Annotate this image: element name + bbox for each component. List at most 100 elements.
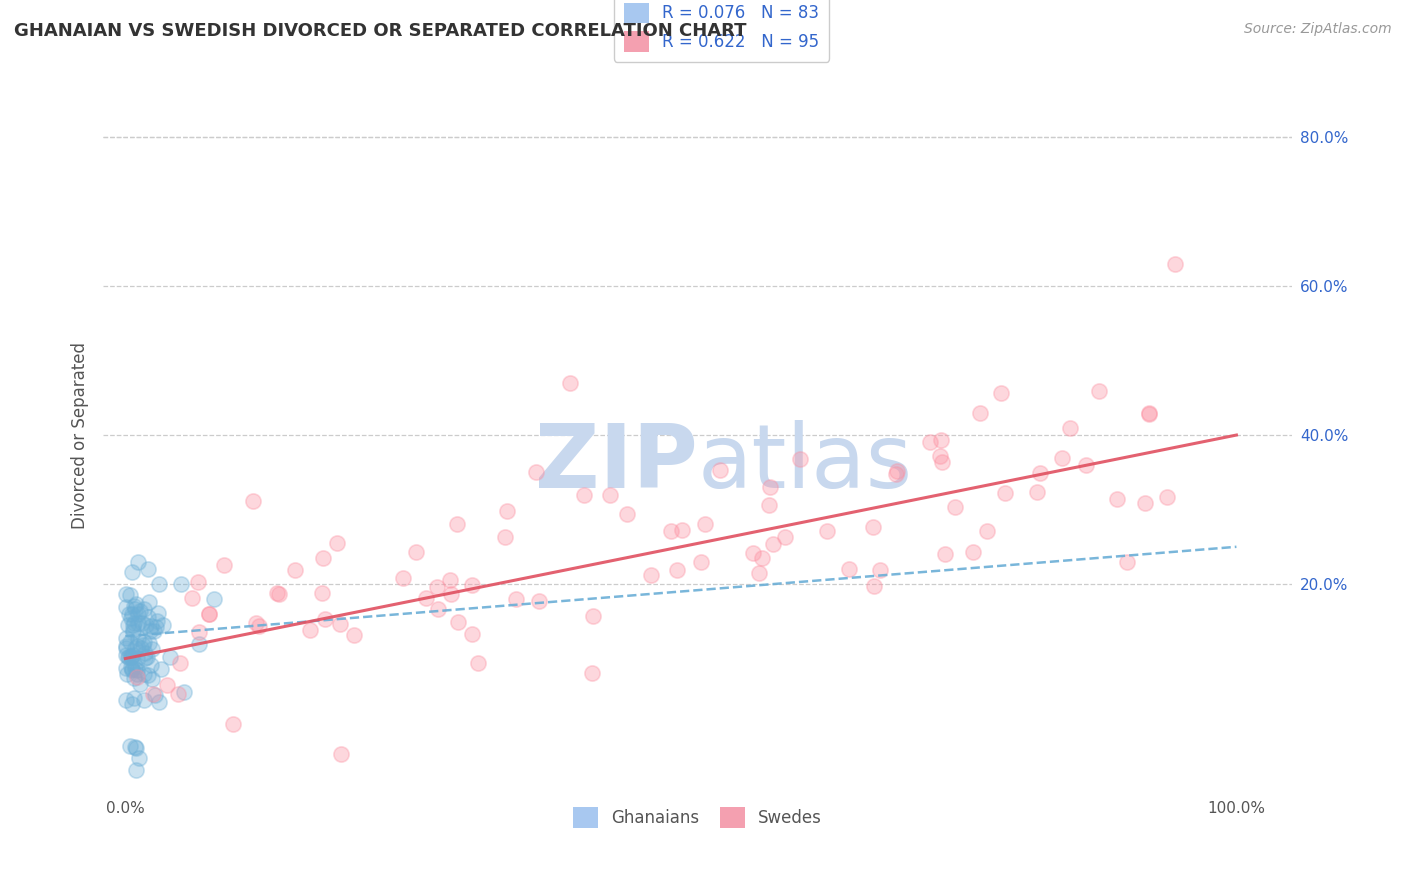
- Point: [789, 452, 811, 467]
- Point: [115, 587, 138, 601]
- Point: [665, 563, 688, 577]
- Point: [1116, 556, 1139, 570]
- Point: [415, 591, 437, 605]
- Point: [170, 577, 193, 591]
- Point: [159, 650, 181, 665]
- Point: [124, 662, 146, 676]
- Point: [267, 587, 290, 601]
- Point: [125, 669, 148, 683]
- Point: [314, 612, 336, 626]
- Point: [242, 493, 264, 508]
- Point: [962, 545, 984, 559]
- Point: [121, 624, 143, 639]
- Point: [169, 656, 191, 670]
- Point: [838, 562, 860, 576]
- Point: [148, 695, 170, 709]
- Point: [121, 566, 143, 580]
- Point: [136, 562, 159, 576]
- Point: [1029, 467, 1052, 481]
- Point: [141, 672, 163, 686]
- Point: [117, 650, 139, 665]
- Point: [121, 624, 143, 638]
- Point: [969, 407, 991, 421]
- Text: atlas: atlas: [697, 420, 912, 508]
- Point: [134, 635, 156, 649]
- Point: [187, 574, 209, 589]
- Point: [863, 579, 886, 593]
- Point: [124, 641, 146, 656]
- Point: [118, 588, 141, 602]
- Point: [886, 467, 908, 482]
- Point: [574, 488, 596, 502]
- Point: [127, 651, 149, 665]
- Point: [558, 376, 581, 390]
- Point: [132, 692, 155, 706]
- Point: [440, 587, 463, 601]
- Point: [125, 597, 148, 611]
- Point: [141, 687, 163, 701]
- Point: [266, 586, 288, 600]
- Point: [138, 595, 160, 609]
- Point: [129, 640, 152, 655]
- Point: [599, 488, 621, 502]
- Point: [325, 536, 347, 550]
- Point: [125, 664, 148, 678]
- Point: [1107, 492, 1129, 507]
- Point: [426, 580, 449, 594]
- Point: [150, 662, 173, 676]
- Point: [1088, 384, 1111, 398]
- Point: [188, 637, 211, 651]
- Point: [1137, 406, 1160, 420]
- Point: [758, 499, 780, 513]
- Point: [212, 558, 235, 573]
- Point: [659, 524, 682, 538]
- Point: [505, 592, 527, 607]
- Text: ZIP: ZIP: [534, 420, 697, 508]
- Point: [343, 628, 366, 642]
- Point: [115, 666, 138, 681]
- Point: [1026, 485, 1049, 500]
- Point: [1133, 496, 1156, 510]
- Point: [122, 648, 145, 662]
- Point: [1074, 458, 1097, 472]
- Point: [173, 685, 195, 699]
- Point: [461, 578, 484, 592]
- Point: [117, 618, 139, 632]
- Point: [114, 661, 136, 675]
- Point: [929, 450, 952, 464]
- Point: [124, 672, 146, 686]
- Point: [122, 616, 145, 631]
- Point: [202, 591, 225, 606]
- Point: [138, 624, 160, 638]
- Point: [128, 750, 150, 764]
- Point: [775, 529, 797, 543]
- Point: [143, 689, 166, 703]
- Point: [180, 591, 202, 605]
- Point: [1137, 407, 1160, 421]
- Text: GHANAIAN VS SWEDISH DIVORCED OR SEPARATED CORRELATION CHART: GHANAIAN VS SWEDISH DIVORCED OR SEPARATE…: [14, 22, 747, 40]
- Point: [136, 668, 159, 682]
- Point: [976, 524, 998, 539]
- Point: [247, 619, 270, 633]
- Point: [312, 551, 335, 566]
- Point: [709, 463, 731, 477]
- Point: [496, 503, 519, 517]
- Point: [148, 577, 170, 591]
- Point: [198, 607, 221, 621]
- Point: [121, 607, 143, 621]
- Text: Source: ZipAtlas.com: Source: ZipAtlas.com: [1244, 22, 1392, 37]
- Point: [122, 690, 145, 705]
- Point: [689, 555, 711, 569]
- Point: [127, 615, 149, 630]
- Point: [245, 615, 267, 630]
- Point: [329, 747, 352, 761]
- Point: [526, 465, 548, 479]
- Point: [447, 615, 470, 629]
- Point: [131, 616, 153, 631]
- Point: [1164, 257, 1187, 271]
- Point: [141, 641, 163, 656]
- Point: [127, 631, 149, 645]
- Point: [152, 618, 174, 632]
- Point: [869, 563, 891, 577]
- Y-axis label: Divorced or Separated: Divorced or Separated: [72, 342, 89, 529]
